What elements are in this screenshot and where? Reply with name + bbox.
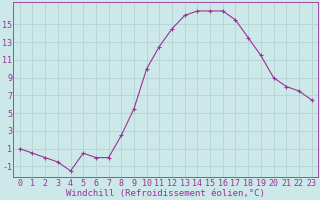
X-axis label: Windchill (Refroidissement éolien,°C): Windchill (Refroidissement éolien,°C)	[66, 189, 265, 198]
